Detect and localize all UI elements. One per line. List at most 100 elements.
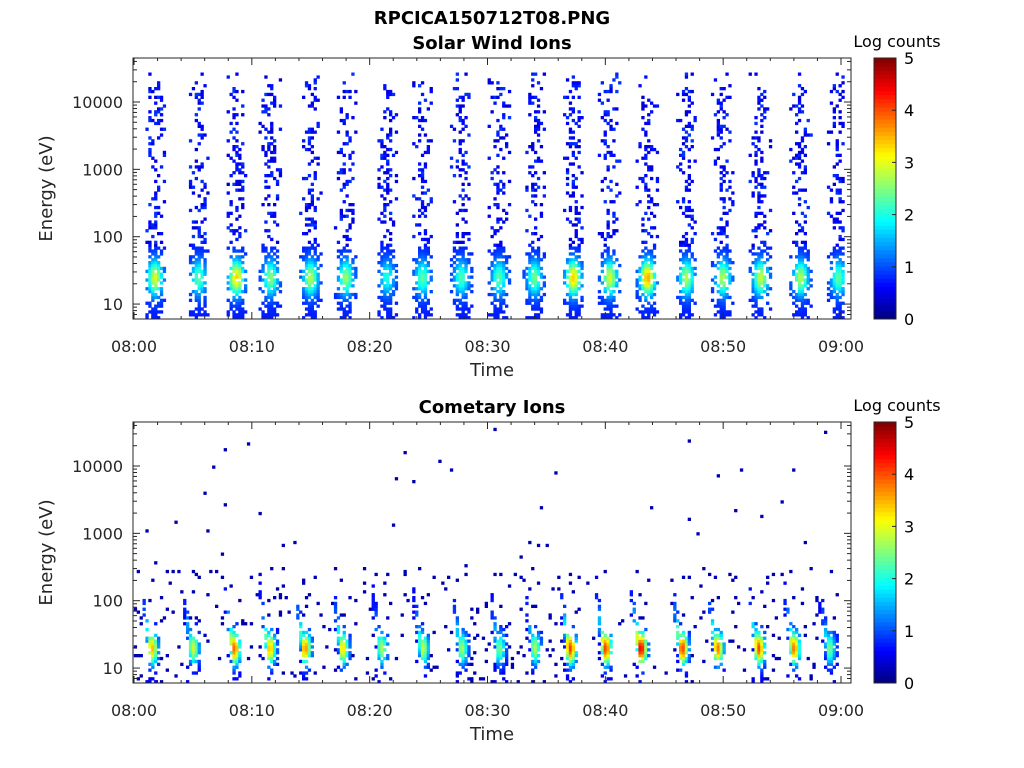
colorbar-segment (874, 106, 896, 112)
spectrogram-cell (716, 130, 720, 134)
spectrogram-cell (496, 220, 500, 224)
spectrogram-cell (565, 656, 570, 661)
spectrogram-cell (795, 654, 799, 658)
spectrogram-cell (157, 639, 161, 643)
spectrogram-cell (278, 281, 283, 285)
spectrogram-cell (760, 150, 764, 155)
spectrogram-cell (681, 272, 686, 276)
spectrogram-cell (267, 255, 271, 259)
spectrogram-cell (635, 665, 639, 669)
spectrogram-cell (513, 572, 517, 577)
spectrogram-cell (502, 310, 506, 314)
spectrogram-cell (316, 266, 320, 271)
spectrogram-cell (310, 130, 314, 134)
spectrogram-cell (534, 625, 538, 629)
spectrogram-cell (420, 272, 425, 276)
spectrogram-cell (647, 145, 651, 149)
spectrogram-cell (258, 121, 262, 126)
spectrogram-cell (371, 601, 375, 606)
x-tick-label: 08:10 (229, 337, 275, 356)
spectrogram-cell (797, 269, 802, 273)
spectrogram-cell (748, 179, 752, 184)
spectrogram-cell (795, 263, 799, 268)
spectrogram-cell (461, 232, 465, 236)
colorbar-segment (874, 127, 896, 132)
spectrogram-cell (534, 281, 538, 285)
spectrogram-cell (551, 587, 555, 591)
x-tick-label: 08:20 (347, 337, 393, 356)
spectrogram-cell (183, 613, 187, 617)
spectrogram-cell (809, 284, 813, 288)
spectrogram-cell (716, 474, 720, 478)
spectrogram-cell (418, 313, 422, 317)
spectrogram-cell (391, 281, 396, 285)
spectrogram-cell (493, 668, 497, 672)
x-tick-label: 08:50 (700, 337, 746, 356)
spectrogram-cell (684, 645, 689, 649)
spectrogram-cell (336, 275, 341, 279)
spectrogram-cell (597, 290, 602, 294)
spectrogram-cell (348, 651, 352, 655)
spectrogram-cell (415, 281, 419, 285)
spectrogram-cell (536, 543, 541, 548)
spectrogram-cell (615, 275, 619, 279)
spectrogram-cell (455, 98, 459, 102)
colorbar-segment (874, 119, 896, 124)
spectrogram-cell (467, 165, 471, 169)
spectrogram-cell (647, 269, 651, 273)
spectrogram-cell (719, 232, 723, 236)
spectrogram-cell (345, 116, 349, 120)
spectrogram-cell (278, 168, 283, 172)
spectrogram-cell (800, 110, 805, 114)
spectrogram-cell (829, 214, 834, 218)
spectrogram-cell (493, 662, 497, 666)
spectrogram-cell (490, 598, 494, 603)
spectrogram-cell (563, 269, 567, 273)
spectrogram-cell (487, 205, 491, 210)
spectrogram-cell (795, 220, 799, 224)
spectrogram-cell (229, 272, 233, 276)
spectrogram-cell (603, 651, 607, 655)
spectrogram-cell (333, 295, 338, 300)
spectrogram-cell (461, 290, 465, 294)
spectrogram-cell (757, 266, 761, 271)
spectrogram-cell (789, 569, 793, 574)
spectrogram-cell (461, 261, 465, 265)
spectrogram-cell (499, 87, 503, 91)
spectrogram-cell (209, 569, 213, 574)
spectrogram-cell (241, 165, 245, 169)
spectrogram-cell (777, 656, 781, 661)
spectrogram-cell (229, 255, 233, 259)
spectrogram-cell (760, 272, 764, 276)
spectrogram-cell (307, 191, 312, 195)
spectrogram-cell (803, 272, 807, 276)
spectrogram-cell (386, 89, 390, 94)
spectrogram-cell (241, 197, 245, 201)
spectrogram-cell (536, 281, 541, 285)
spectrogram-cell (307, 147, 312, 152)
spectrogram-cell (516, 680, 520, 684)
spectrogram-cell (681, 243, 686, 247)
spectrogram-cell (647, 281, 651, 285)
spectrogram-cell (681, 240, 686, 244)
spectrogram-cell (534, 656, 538, 661)
spectrogram-cell (345, 287, 349, 291)
spectrogram-cell (644, 246, 648, 250)
spectrogram-cell (302, 674, 306, 678)
spectrogram-cell (638, 636, 642, 640)
spectrogram-cell (568, 258, 573, 262)
spectrogram-cell (307, 278, 312, 282)
spectrogram-cell (841, 272, 845, 276)
spectrogram-cell (473, 622, 477, 626)
spectrogram-cell (768, 266, 773, 271)
y-tick-label: 10000 (72, 93, 123, 112)
spectrogram-cell (829, 292, 834, 297)
spectrogram-cell (838, 272, 842, 276)
spectrogram-cell (687, 304, 691, 308)
spectrogram-cell (676, 165, 680, 169)
spectrogram-cell (261, 147, 265, 152)
spectrogram-cell (426, 639, 430, 643)
spectrogram-cell (800, 266, 805, 271)
spectrogram-cell (751, 648, 755, 652)
